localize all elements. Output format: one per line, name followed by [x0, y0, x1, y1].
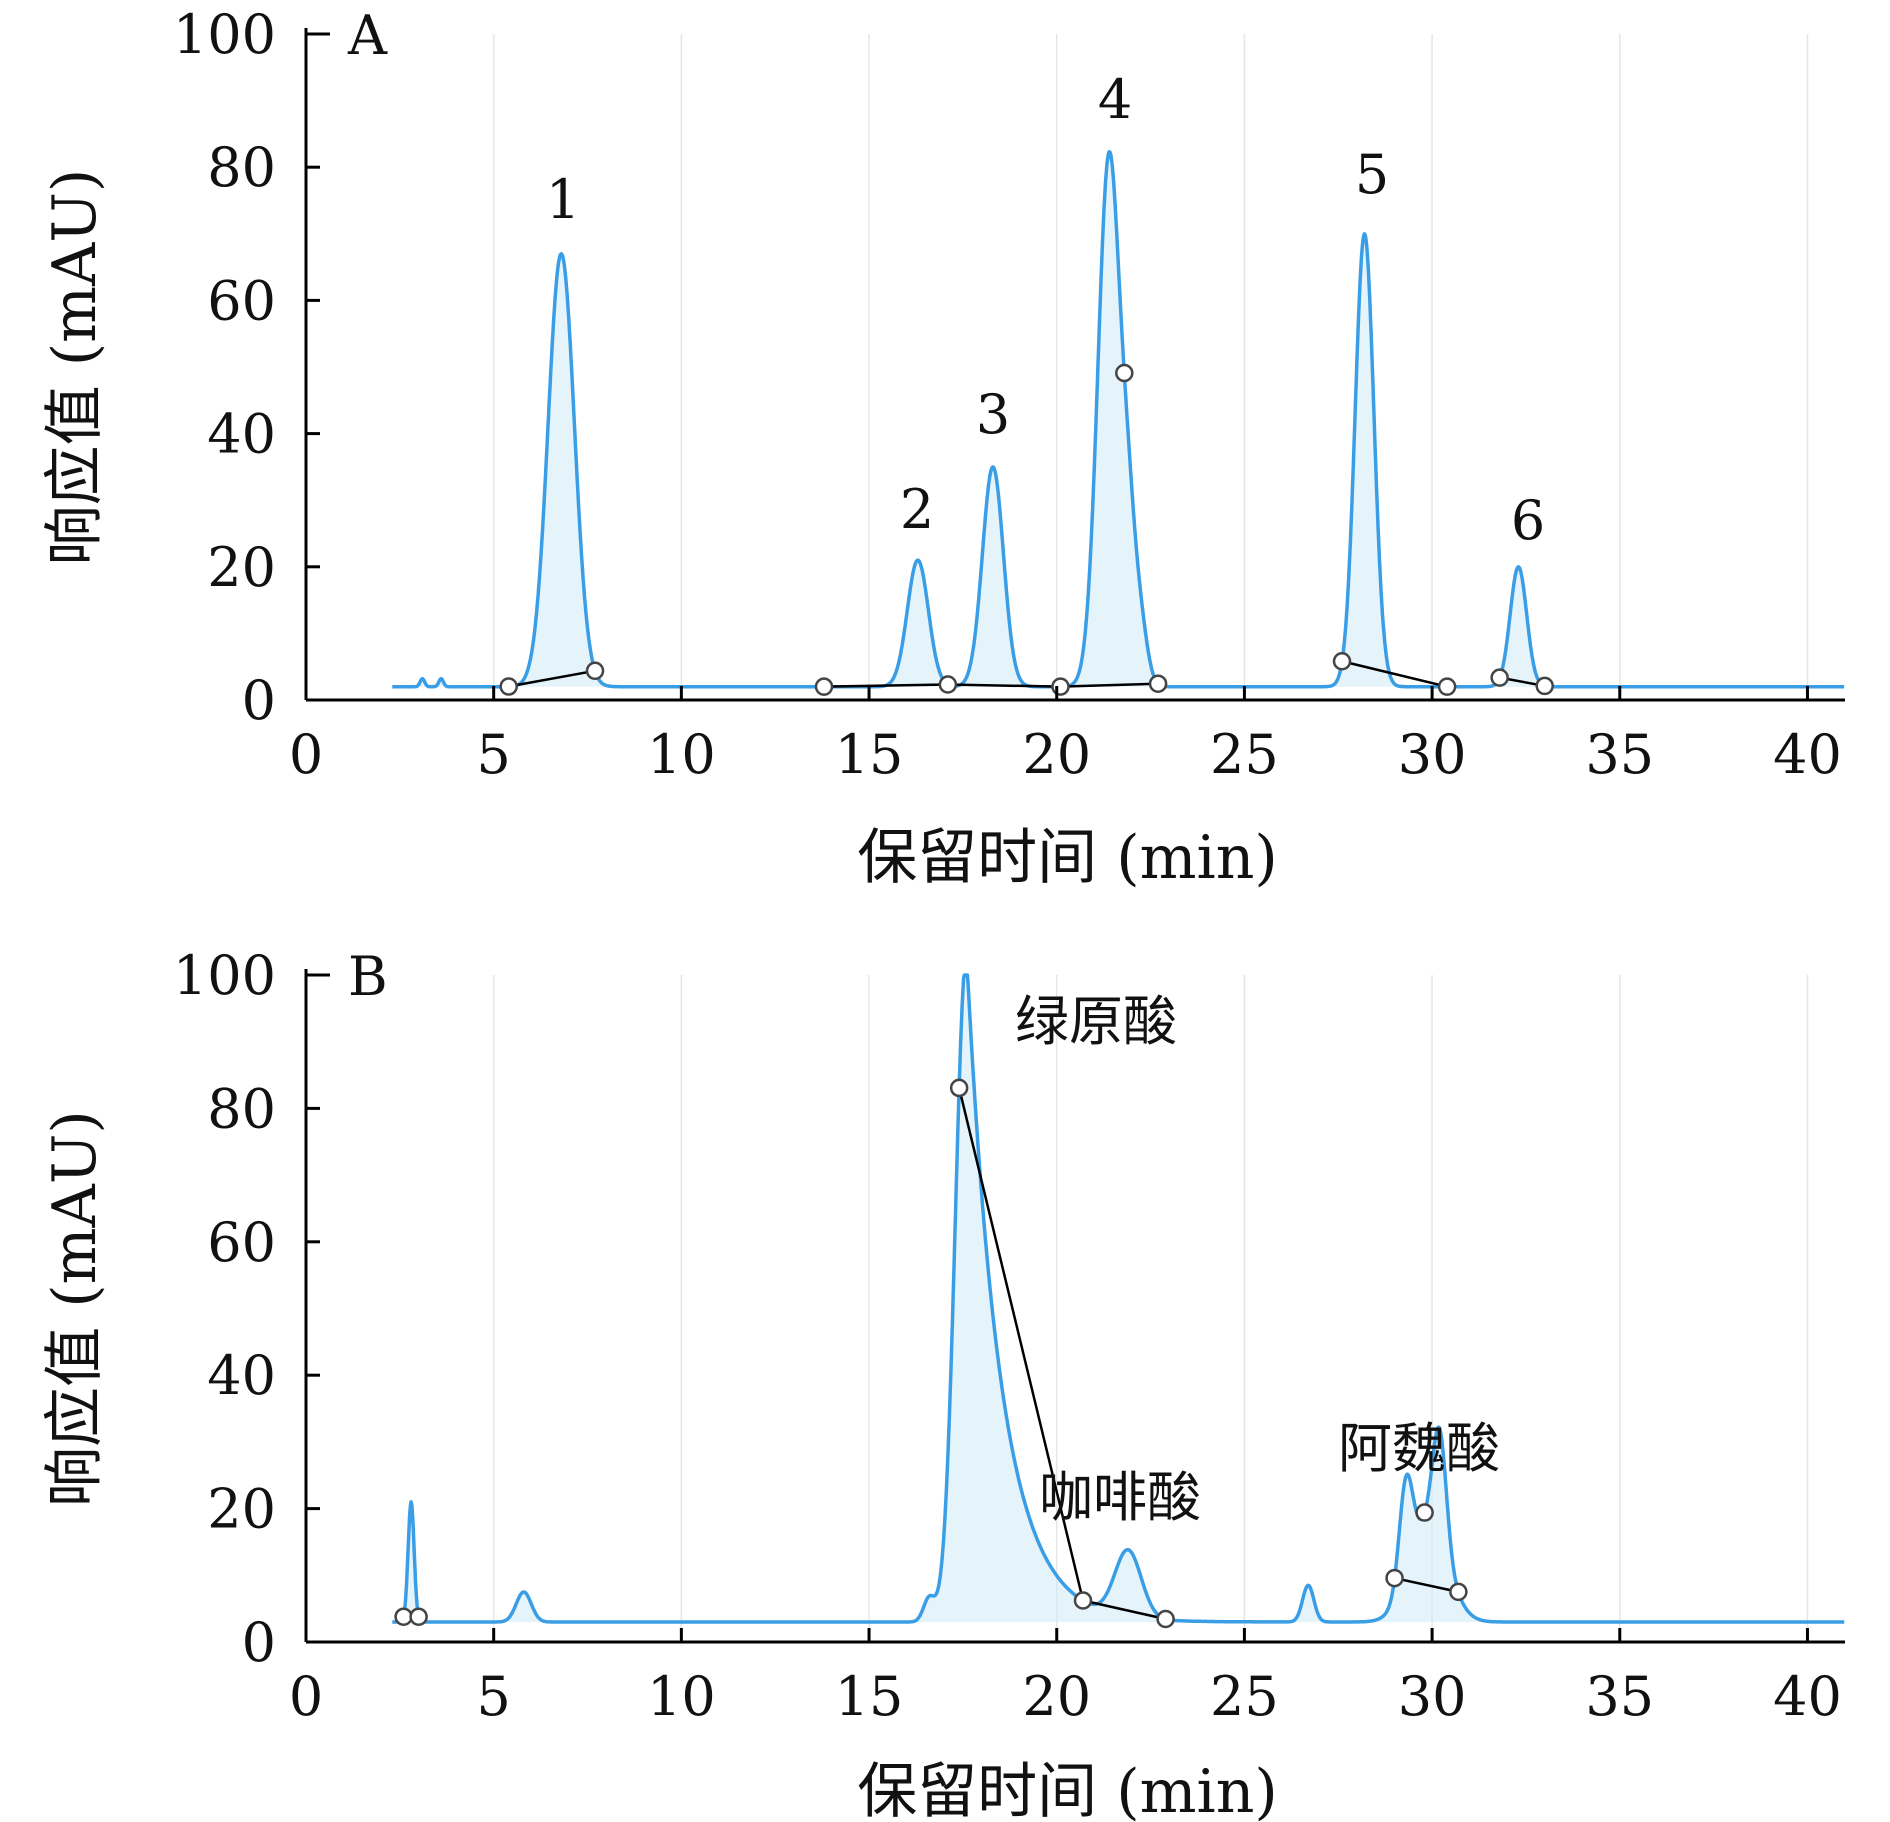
integration-marker: [814, 677, 834, 696]
integration-marker: [499, 677, 518, 696]
x-tick-label: 15: [835, 723, 904, 786]
chromatogram-trace: [391, 149, 1846, 689]
integration-marker: [1073, 1591, 1093, 1610]
x-tick-label: 25: [1210, 1665, 1279, 1728]
peak-label: 3: [976, 383, 1010, 446]
y-tick-label: 20: [207, 1478, 276, 1541]
integration-marker: [1490, 668, 1509, 687]
integration-marker: [1051, 677, 1070, 696]
x-tick-label: 15: [835, 1665, 904, 1728]
x-tick-label: 0: [289, 723, 323, 786]
x-tick-label: 10: [647, 1665, 716, 1728]
y-tick-label: 80: [207, 1077, 276, 1140]
y-axis-title: 响应值 (mAU): [40, 1110, 110, 1507]
x-tick-label: 20: [1022, 1665, 1091, 1728]
integration-marker: [1332, 652, 1352, 671]
integration-marker: [409, 1607, 428, 1626]
integration-baseline: [947, 683, 1061, 688]
integration-marker: [1415, 1503, 1434, 1522]
integration-marker: [585, 661, 605, 681]
integration-marker: [1148, 674, 1168, 693]
peak-label: 4: [1098, 68, 1132, 131]
x-axis-title: 保留时间 (min): [857, 1757, 1278, 1822]
integration-baseline: [508, 669, 596, 688]
integration-marker: [1437, 677, 1457, 696]
integration-baseline: [823, 683, 948, 688]
integration-marker: [1385, 1568, 1404, 1588]
integration-marker: [394, 1607, 413, 1626]
x-tick-label: 35: [1585, 1665, 1654, 1728]
integration-marker: [1449, 1582, 1468, 1602]
x-tick-label: 5: [477, 723, 511, 786]
x-tick-label: 30: [1398, 723, 1467, 786]
peak-label: 6: [1511, 489, 1545, 552]
y-tick-label: 20: [207, 536, 276, 599]
y-tick-label: 0: [242, 669, 276, 732]
peak-label: 阿魏酸: [1338, 1417, 1500, 1480]
integration-baseline: [1082, 1599, 1166, 1621]
y-tick-label: 60: [207, 1211, 276, 1274]
y-tick-label: 40: [207, 1344, 276, 1407]
x-tick-label: 20: [1022, 723, 1091, 786]
integration-marker: [1115, 363, 1134, 383]
y-tick-label: 100: [173, 944, 276, 1007]
y-tick-label: 80: [207, 136, 276, 199]
integration-baseline: [957, 1087, 1085, 1601]
integration-baseline: [1341, 660, 1448, 688]
peak-label: 咖啡酸: [1039, 1466, 1201, 1529]
integration-marker: [949, 1078, 969, 1098]
x-tick-label: 0: [289, 1665, 323, 1728]
y-axis-title: 响应值 (mAU): [40, 169, 110, 566]
x-tick-label: 25: [1210, 723, 1279, 786]
panel-letter: B: [348, 945, 388, 1008]
integration-marker: [938, 675, 958, 694]
panel-letter: A: [347, 4, 388, 67]
x-tick-label: 40: [1773, 1665, 1842, 1728]
x-tick-label: 35: [1585, 723, 1654, 786]
peak-label: 2: [900, 478, 934, 541]
x-tick-label: 10: [647, 723, 716, 786]
integration-baseline: [1394, 1576, 1459, 1594]
chromatogram-trace: [391, 973, 1846, 1624]
trace-fill-area: [392, 151, 1845, 687]
x-tick-label: 30: [1398, 1665, 1467, 1728]
y-tick-label: 0: [242, 1611, 276, 1674]
integration-marker: [1535, 676, 1554, 696]
y-tick-label: 60: [207, 269, 276, 332]
integration-marker: [1156, 1609, 1175, 1629]
x-tick-label: 5: [477, 1665, 511, 1728]
y-tick-label: 40: [207, 403, 276, 466]
x-axis-title: 保留时间 (min): [857, 823, 1278, 893]
integration-baseline: [1060, 682, 1159, 688]
y-tick-label: 100: [173, 3, 276, 66]
peak-label: 1: [546, 168, 580, 231]
x-tick-label: 40: [1773, 723, 1842, 786]
peak-label: 5: [1355, 143, 1389, 206]
peak-label: 绿原酸: [1015, 990, 1177, 1053]
